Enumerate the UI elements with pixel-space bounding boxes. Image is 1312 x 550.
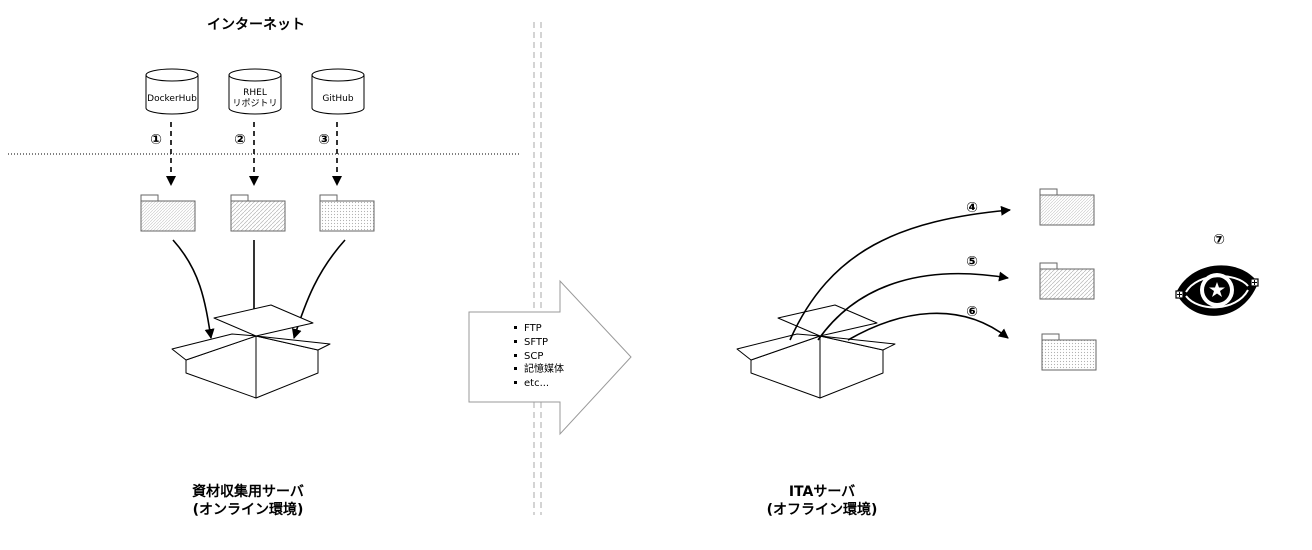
internet-title: インターネット (207, 17, 305, 33)
repository-rhel: RHEL リポジトリ (228, 68, 282, 115)
ita-server-label: ITAサーバ (789, 484, 855, 500)
step-number-6: ⑥ (966, 304, 978, 320)
folder-icon (1041, 333, 1097, 371)
repository-label: DockerHub (147, 94, 197, 104)
collection-box-icon (171, 304, 331, 399)
repository-dockerhub: DockerHub (145, 68, 199, 115)
ita-box-icon (736, 304, 896, 399)
step-number-1: ① (150, 132, 162, 148)
folder-icon (319, 194, 375, 232)
repository-label: RHEL (243, 88, 267, 98)
extract-arrow-5 (817, 271, 1009, 341)
step-number-5: ⑤ (966, 254, 978, 270)
ita-server-env-label: (オフライン環境) (767, 501, 878, 518)
transfer-method-item: SCP (524, 351, 543, 362)
transfer-method-item: SFTP (524, 337, 548, 348)
transfer-method-item: FTP (524, 323, 542, 334)
collection-server-env-label: (オンライン環境) (193, 501, 304, 518)
folder-icon (230, 194, 286, 232)
step-number-7: ⑦ (1213, 232, 1225, 248)
transfer-method-item: etc... (524, 378, 549, 389)
step-number-3: ③ (318, 132, 330, 148)
step-number-2: ② (234, 132, 246, 148)
step-number-4: ④ (966, 200, 978, 216)
extract-arrow-6 (847, 312, 1009, 341)
collection-server-label: 資材収集用サーバ (192, 483, 304, 500)
folder-icon (1039, 188, 1095, 226)
transfer-method-item: 記憶媒体 (524, 362, 564, 375)
folder-icon (1039, 262, 1095, 300)
repository-label: GitHub (322, 94, 353, 104)
folder-icon (140, 194, 196, 232)
transfer-methods-list: FTP SFTP SCP 記憶媒体 etc... (514, 323, 564, 389)
repository-label: リポジトリ (232, 98, 277, 109)
extract-arrow-4 (789, 205, 1011, 341)
repository-github: GitHub (311, 68, 365, 115)
ita-logo-icon (1175, 265, 1259, 316)
pack-arrow-1 (172, 239, 215, 339)
transfer-arrow (468, 279, 632, 436)
